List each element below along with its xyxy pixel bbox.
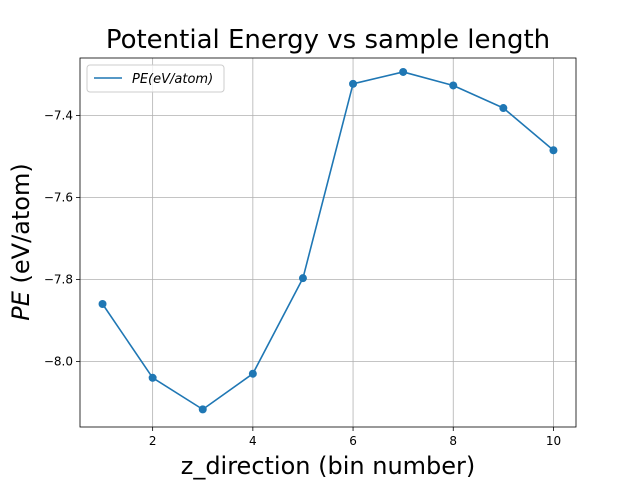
legend: PE(eV/atom) (86, 64, 225, 93)
x-tick-label: 8 (449, 434, 457, 448)
legend-box (86, 64, 225, 93)
data-point (449, 81, 458, 90)
data-point (248, 369, 257, 378)
data-point (549, 146, 558, 155)
grid (80, 58, 576, 427)
x-tick-label: 6 (349, 434, 357, 448)
legend-label: PE(eV/atom) (132, 72, 213, 87)
data-point (499, 104, 508, 113)
series-line (101, 71, 554, 411)
y-tick-label: −7.4 (44, 108, 73, 122)
y-axis-label: PE (eV/atom) (7, 163, 35, 320)
x-tick-label: 2 (149, 434, 157, 448)
x-axis-label: z_direction (bin number) (181, 452, 476, 480)
data-point (148, 373, 157, 382)
x-tick-label: 4 (249, 434, 257, 448)
y-axis-label-symbol: PE (7, 290, 35, 320)
y-axis-label-unit: (eV/atom) (7, 163, 35, 291)
chart-title: Potential Energy vs sample length (106, 25, 550, 55)
data-series (98, 67, 558, 414)
data-point (98, 300, 107, 308)
y-tick-label: −7.8 (44, 272, 73, 286)
y-tick-label: −8.0 (44, 354, 73, 368)
y-tick-label: −7.6 (44, 190, 73, 204)
data-point (399, 67, 408, 76)
plot-frame (79, 57, 577, 428)
data-point (298, 274, 307, 283)
x-tick-label: 10 (546, 434, 561, 448)
data-point (198, 405, 207, 414)
data-point (349, 79, 358, 88)
axes: 2 4 6 8 10 −8.0 −7.8 −7.6 −7.4 (44, 57, 577, 448)
